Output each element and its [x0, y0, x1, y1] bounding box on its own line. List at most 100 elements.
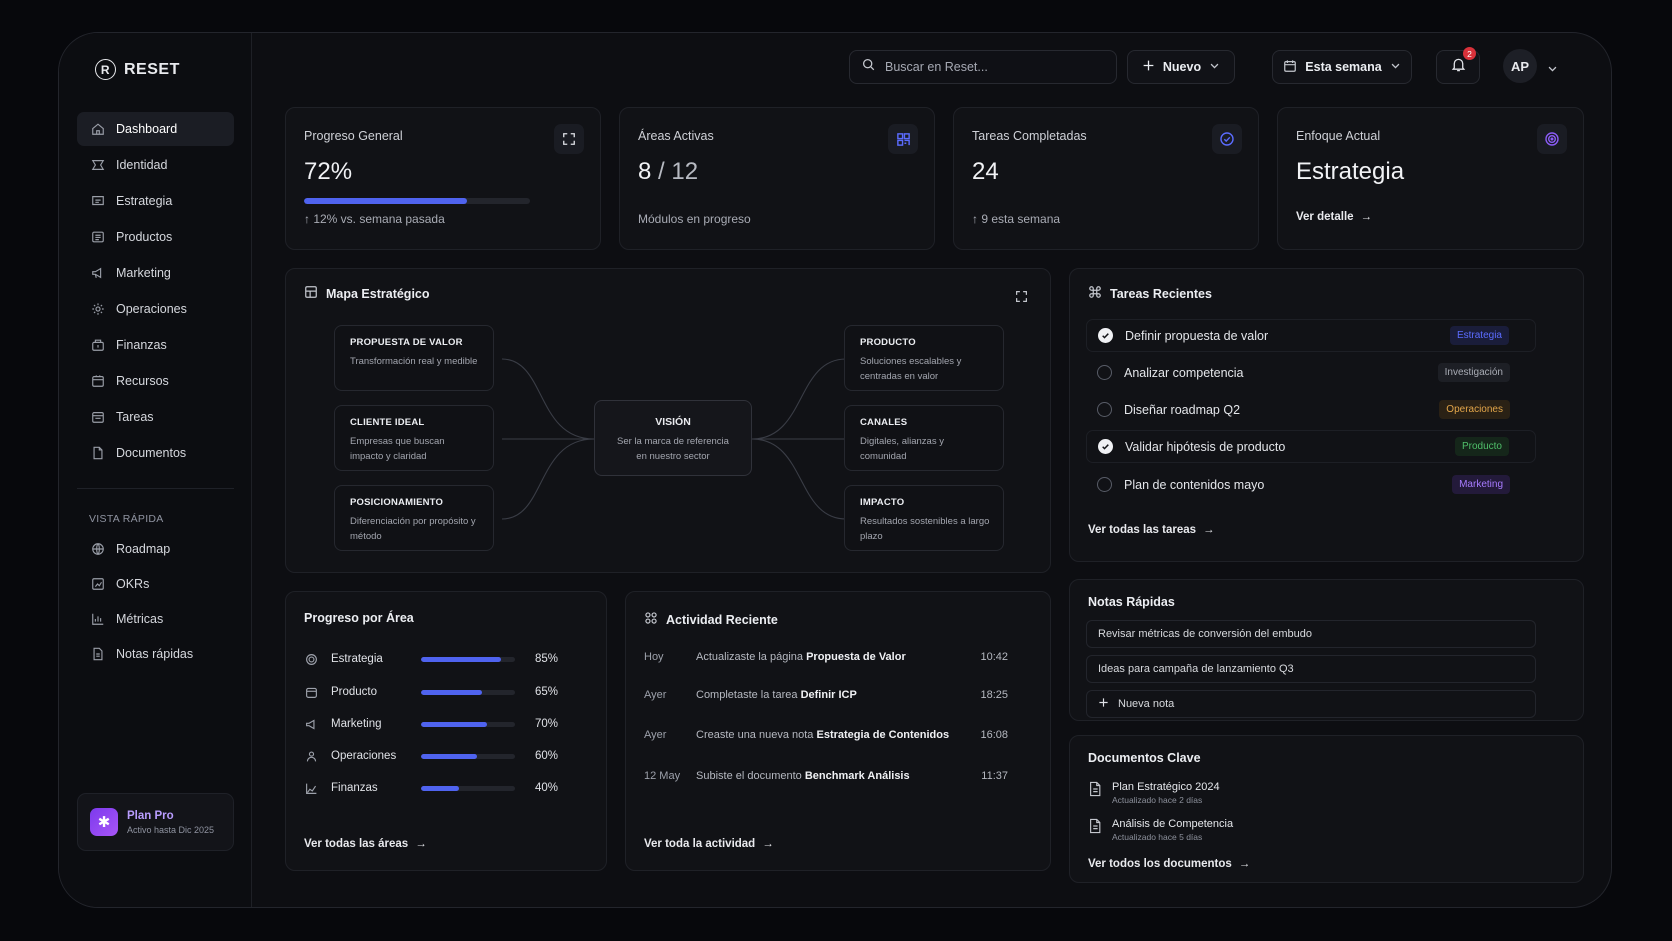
sidebar-item-tareas[interactable]: Tareas — [77, 400, 234, 434]
expand-icon[interactable] — [1006, 281, 1036, 311]
see-all-areas-link[interactable]: Ver todas las áreas → — [304, 838, 427, 850]
see-all-tasks-link[interactable]: Ver todas las tareas → — [1088, 524, 1215, 536]
card-header: Notas Rápidas — [1088, 595, 1175, 609]
target-icon[interactable] — [1537, 124, 1567, 154]
task-label: Validar hipótesis de producto — [1125, 439, 1286, 454]
activity-target: Definir ICP — [800, 689, 857, 701]
node-title: IMPACTO — [860, 497, 905, 508]
area-label: Marketing — [331, 718, 382, 730]
activity-row[interactable]: Ayer Completaste la tarea Definir ICP 18… — [644, 685, 1008, 705]
stat-card-progress: Progreso General 72% ↑ 12% vs. semana pa… — [285, 107, 601, 250]
document-updated: Actualizado hace 2 días — [1112, 795, 1203, 805]
task-row[interactable]: Validar hipótesis de producto Producto — [1086, 430, 1536, 463]
new-button[interactable]: Nuevo — [1127, 50, 1235, 84]
sidebar-item-productos[interactable]: Productos — [77, 220, 234, 254]
map-connectors — [501, 358, 847, 520]
progress-fill — [421, 753, 478, 759]
main-nav: Dashboard Identidad Estrategia Productos… — [77, 112, 234, 472]
sidebar-item-notas[interactable]: Notas rápidas — [77, 638, 234, 670]
checkbox-checked[interactable] — [1098, 439, 1113, 454]
activity-target: Propuesta de Valor — [806, 651, 906, 663]
checkbox-unchecked[interactable] — [1097, 365, 1112, 380]
plus-icon — [1142, 59, 1155, 75]
map-node-product[interactable]: PRODUCTO Soluciones escalables y centrad… — [844, 325, 1004, 391]
checkbox-unchecked[interactable] — [1097, 477, 1112, 492]
sidebar-item-documentos[interactable]: Documentos — [77, 436, 234, 470]
notifications-button[interactable]: 2 — [1436, 47, 1480, 84]
sidebar-item-okrs[interactable]: OKRs — [77, 568, 234, 600]
checkbox-unchecked[interactable] — [1097, 402, 1112, 417]
avatar[interactable]: AP — [1503, 49, 1537, 83]
sidebar-item-label: Métricas — [116, 612, 164, 626]
logo[interactable]: R RESET — [95, 59, 180, 80]
task-label: Plan de contenidos mayo — [1124, 477, 1265, 492]
checkbox-checked[interactable] — [1098, 328, 1113, 343]
progress-bar — [304, 198, 530, 204]
map-node-positioning[interactable]: POSICIONAMIENTO Diferenciación por propó… — [334, 485, 494, 551]
node-desc: Transformación real y medible — [350, 356, 478, 367]
sidebar-item-label: Dashboard — [116, 122, 178, 136]
task-row[interactable]: Definir propuesta de valor Estrategia — [1086, 319, 1536, 352]
map-node-channels[interactable]: CANALES Digitales, alianzas y comunidad — [844, 405, 1004, 471]
link-label: Ver todas las áreas — [304, 838, 409, 850]
people-icon — [304, 749, 318, 763]
document-row[interactable]: Plan Estratégico 2024 Actualizado hace 2… — [1088, 781, 1220, 805]
node-desc: Digitales, alianzas y comunidad — [860, 436, 944, 462]
sidebar-item-finanzas[interactable]: Finanzas — [77, 328, 234, 362]
activity-row[interactable]: Ayer Creaste una nueva nota Estrategia d… — [644, 725, 1008, 745]
period-select[interactable]: Esta semana — [1272, 50, 1412, 84]
area-percent: 70% — [534, 718, 558, 730]
new-note-button[interactable]: Nueva nota — [1086, 690, 1536, 718]
activity-action: Completaste la tarea — [696, 689, 798, 701]
notification-badge: 2 — [1463, 47, 1476, 60]
document-row[interactable]: Análisis de Competencia Actualizado hace… — [1088, 818, 1233, 842]
area-label: Operaciones — [331, 750, 397, 762]
sidebar-item-label: Recursos — [116, 374, 169, 388]
node-title: CANALES — [860, 417, 908, 428]
chevron-down-icon[interactable] — [1547, 61, 1558, 79]
stat-title: Enfoque Actual — [1296, 129, 1381, 143]
map-node-value-proposition[interactable]: PROPUESTA DE VALOR Transformación real y… — [334, 325, 494, 391]
sidebar-item-marketing[interactable]: Marketing — [77, 256, 234, 290]
globe-icon — [90, 542, 105, 557]
identity-icon — [90, 158, 105, 173]
see-all-documents-link[interactable]: Ver todos los documentos → — [1088, 858, 1250, 870]
sidebar-item-roadmap[interactable]: Roadmap — [77, 533, 234, 565]
sidebar-item-operaciones[interactable]: Operaciones — [77, 292, 234, 326]
chevron-down-icon — [1209, 60, 1220, 74]
map-node-impact[interactable]: IMPACTO Resultados sostenibles a largo p… — [844, 485, 1004, 551]
see-detail-link[interactable]: Ver detalle → — [1296, 211, 1372, 223]
check-circle-icon[interactable] — [1212, 124, 1242, 154]
see-all-activity-link[interactable]: Ver toda la actividad → — [644, 838, 774, 850]
sidebar-item-estrategia[interactable]: Estrategia — [77, 184, 234, 218]
task-row[interactable]: Diseñar roadmap Q2 Operaciones — [1086, 393, 1536, 426]
sidebar: R RESET Dashboard Identidad Estrategia P… — [59, 33, 252, 907]
task-row[interactable]: Analizar competencia Investigación — [1086, 356, 1536, 389]
sidebar-item-recursos[interactable]: Recursos — [77, 364, 234, 398]
chevron-down-icon — [1390, 60, 1401, 74]
expand-icon[interactable] — [554, 124, 584, 154]
search-box[interactable] — [849, 50, 1117, 84]
activity-row[interactable]: Hoy Actualizaste la página Propuesta de … — [644, 647, 1008, 667]
grid-icon[interactable] — [888, 124, 918, 154]
map-node-vision[interactable]: VISIÓN Ser la marca de referencia en nue… — [594, 400, 752, 476]
plan-card[interactable]: ✱ Plan Pro Activo hasta Dic 2025 — [77, 793, 234, 851]
node-title: POSICIONAMIENTO — [350, 497, 444, 508]
note-item[interactable]: Revisar métricas de conversión del embud… — [1086, 620, 1536, 648]
map-node-ideal-client[interactable]: CLIENTE IDEAL Empresas que buscan impact… — [334, 405, 494, 471]
node-title: VISIÓN — [655, 416, 691, 428]
note-item[interactable]: Ideas para campaña de lanzamiento Q3 — [1086, 655, 1536, 683]
search-input[interactable] — [885, 60, 1095, 74]
note-text: Revisar métricas de conversión del embud… — [1098, 628, 1312, 640]
sidebar-item-identidad[interactable]: Identidad — [77, 148, 234, 182]
sidebar-item-label: Finanzas — [116, 338, 167, 352]
activity-row[interactable]: 12 May Subiste el documento Benchmark An… — [644, 766, 1008, 786]
link-label: Ver detalle — [1296, 211, 1354, 223]
recent-tasks-card: Tareas Recientes Definir propuesta de va… — [1069, 268, 1584, 562]
activity-card: Actividad Reciente Hoy Actualizaste la p… — [625, 591, 1051, 871]
plan-subtitle: Activo hasta Dic 2025 — [127, 824, 215, 835]
task-row[interactable]: Plan de contenidos mayo Marketing — [1086, 468, 1536, 501]
sidebar-item-dashboard[interactable]: Dashboard — [77, 112, 234, 146]
sidebar-item-metricas[interactable]: Métricas — [77, 603, 234, 635]
document-icon — [1088, 818, 1102, 839]
